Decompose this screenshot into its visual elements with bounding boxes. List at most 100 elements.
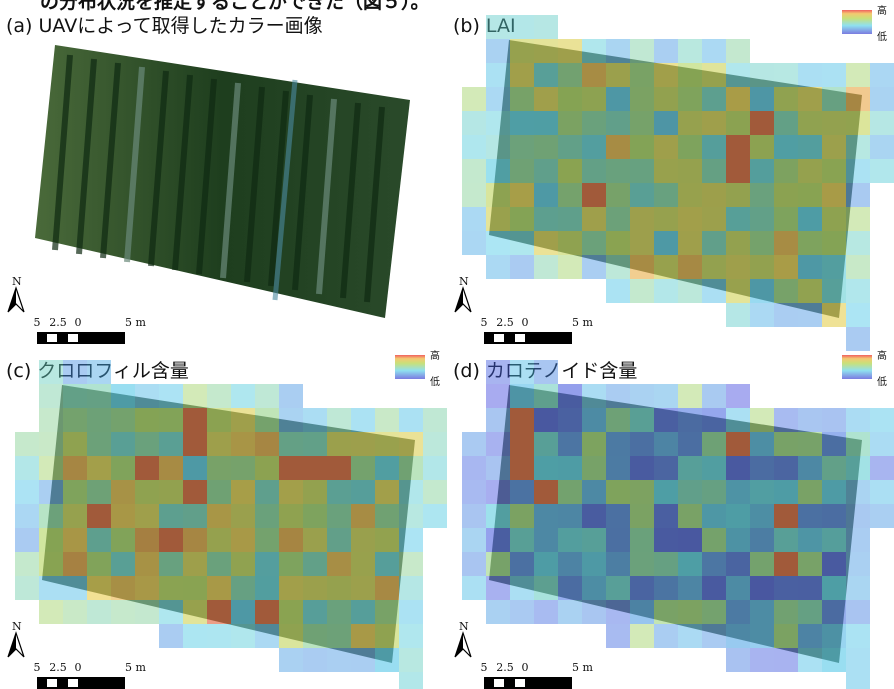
index-tile [678, 207, 702, 231]
index-tile [486, 384, 510, 408]
index-tile [870, 87, 894, 111]
index-tile [654, 87, 678, 111]
index-tile [630, 87, 654, 111]
index-tile [774, 648, 798, 672]
index-tile [606, 408, 630, 432]
index-tile [135, 504, 159, 528]
index-tile [510, 432, 534, 456]
index-tile [678, 480, 702, 504]
index-tile [750, 624, 774, 648]
index-tile [726, 279, 750, 303]
index-tile [510, 231, 534, 255]
index-tile [654, 432, 678, 456]
index-tile [654, 63, 678, 87]
index-tile [510, 456, 534, 480]
index-tile [702, 135, 726, 159]
index-tile [654, 624, 678, 648]
index-tile [111, 576, 135, 600]
index-tile [750, 135, 774, 159]
index-tile [678, 39, 702, 63]
index-tile [111, 528, 135, 552]
index-tile [327, 624, 351, 648]
index-tile [582, 231, 606, 255]
index-tile [822, 111, 846, 135]
index-tile [87, 504, 111, 528]
index-tile [654, 528, 678, 552]
north-label: N [12, 275, 22, 288]
index-tile [726, 39, 750, 63]
index-tile [375, 600, 399, 624]
index-tile [462, 456, 486, 480]
index-tile [606, 255, 630, 279]
header-text: の分布状況を推定することができた（図５）。 [40, 0, 430, 13]
index-tile [798, 63, 822, 87]
index-tile [798, 159, 822, 183]
index-tile [822, 480, 846, 504]
index-tile [63, 528, 87, 552]
index-tile [135, 528, 159, 552]
index-tile [399, 456, 423, 480]
index-tile [750, 504, 774, 528]
index-tile [654, 552, 678, 576]
index-tile [159, 432, 183, 456]
index-tile [558, 384, 582, 408]
scale-label: 0 [75, 661, 82, 674]
index-tile [399, 648, 423, 672]
index-tile [87, 528, 111, 552]
index-tile [702, 279, 726, 303]
index-tile [534, 135, 558, 159]
index-tile [630, 159, 654, 183]
index-tile [534, 408, 558, 432]
index-tile [510, 480, 534, 504]
index-tile [279, 384, 303, 408]
index-tile [303, 456, 327, 480]
index-tile [606, 624, 630, 648]
index-tile [159, 384, 183, 408]
index-tile [726, 183, 750, 207]
index-tile [582, 600, 606, 624]
index-tile [159, 552, 183, 576]
index-tile [159, 456, 183, 480]
legend-low: 低 [430, 375, 440, 388]
index-tile [582, 255, 606, 279]
index-tile [111, 600, 135, 624]
index-tile [726, 408, 750, 432]
index-tile [798, 183, 822, 207]
index-tile [375, 624, 399, 648]
index-tile [183, 456, 207, 480]
index-tile [462, 159, 486, 183]
index-tile [63, 408, 87, 432]
panel-title: (a) UAVによって取得したカラー画像 [6, 15, 323, 37]
index-tile [702, 39, 726, 63]
index-tile [255, 456, 279, 480]
index-tile [774, 87, 798, 111]
legend-bar [842, 10, 872, 34]
index-tile [606, 39, 630, 63]
index-tile [183, 552, 207, 576]
index-tile [207, 408, 231, 432]
scale-label: 0 [75, 316, 82, 329]
index-tile [558, 63, 582, 87]
index-tile [726, 159, 750, 183]
index-tile [822, 279, 846, 303]
index-tile [846, 279, 870, 303]
index-tile [303, 648, 327, 672]
index-tile [774, 528, 798, 552]
index-tile [510, 159, 534, 183]
index-tile [774, 255, 798, 279]
index-tile [846, 408, 870, 432]
index-tile [606, 552, 630, 576]
index-tile [39, 408, 63, 432]
index-tile [870, 111, 894, 135]
index-tile [606, 231, 630, 255]
index-tile [798, 111, 822, 135]
index-tile [534, 111, 558, 135]
index-tile [87, 600, 111, 624]
index-tile [303, 576, 327, 600]
index-tile [798, 648, 822, 672]
index-tile [534, 504, 558, 528]
scale-label: 5 m [125, 316, 146, 329]
index-tile [15, 456, 39, 480]
index-tile [423, 504, 447, 528]
index-tile [582, 432, 606, 456]
